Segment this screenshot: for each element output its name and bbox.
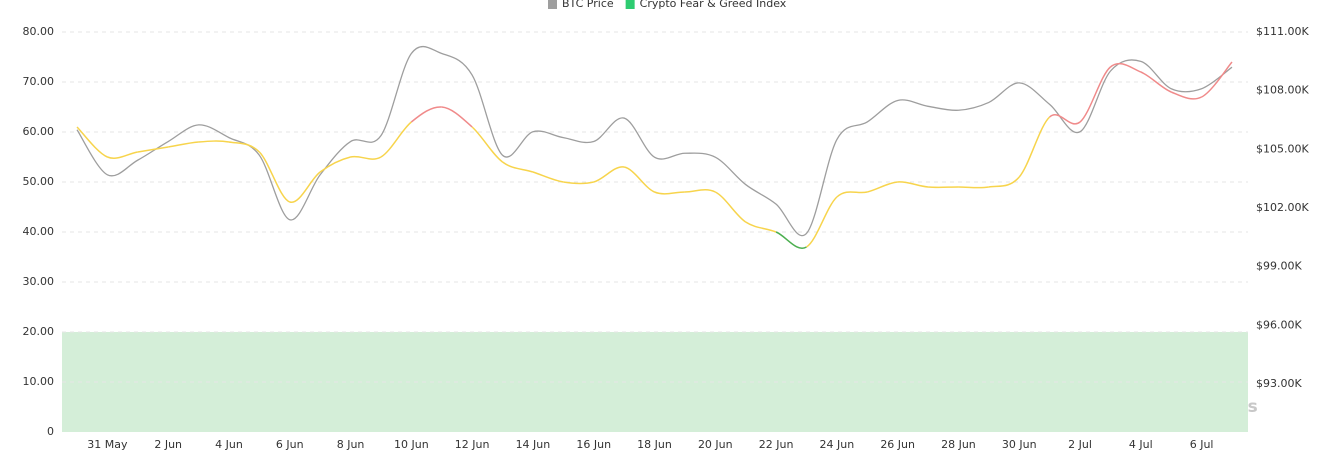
- index-segment: [502, 161, 534, 173]
- y-tick-label: 20.00: [23, 325, 55, 338]
- x-tick-label: 30 Jun: [1002, 438, 1037, 451]
- x-tick-label: 2 Jul: [1068, 438, 1092, 451]
- y2-tick-label: $111.00K: [1256, 25, 1309, 38]
- y-tick-label: 40.00: [23, 225, 55, 238]
- index-segment: [289, 171, 321, 203]
- y-tick-label: 60.00: [23, 125, 55, 138]
- index-segment: [684, 189, 716, 193]
- y2-tick-label: $99.00K: [1256, 260, 1302, 273]
- legend-label: Crypto Fear & Greed Index: [640, 0, 787, 10]
- index-segment: [258, 151, 291, 203]
- index-segment: [623, 166, 655, 193]
- y2-tick-label: $105.00K: [1256, 142, 1309, 155]
- y-tick-label: 50.00: [23, 175, 55, 188]
- y-tick-label: 30.00: [23, 275, 55, 288]
- x-tick-label: 16 Jun: [576, 438, 611, 451]
- index-segment: [228, 141, 260, 153]
- y2-tick-label: $108.00K: [1256, 84, 1309, 97]
- index-segment: [380, 121, 412, 158]
- x-tick-label: 24 Jun: [820, 438, 855, 451]
- btc-line: [76, 45, 1233, 237]
- index-segment: [988, 176, 1020, 188]
- index-segment: [745, 221, 777, 233]
- index-segment: [532, 171, 564, 183]
- x-tick-label: 4 Jul: [1129, 438, 1153, 451]
- index-segment: [1109, 62, 1142, 73]
- x-tick-label: 28 Jun: [941, 438, 976, 451]
- x-tick-label: 6 Jun: [276, 438, 304, 451]
- x-tick-label: 22 Jun: [759, 438, 794, 451]
- x-tick-label: 10 Jun: [394, 438, 429, 451]
- y2-tick-label: $102.00K: [1256, 201, 1309, 214]
- index-segment: [1018, 116, 1051, 178]
- index-segment: [563, 181, 594, 185]
- index-segment: [867, 181, 898, 193]
- legend-swatch: [625, 0, 635, 9]
- x-tick-label: 6 Jul: [1190, 438, 1214, 451]
- x-tick-label: 8 Jun: [337, 438, 365, 451]
- index-segment: [76, 126, 108, 158]
- index-segment: [775, 231, 807, 249]
- index-segment: [1140, 71, 1172, 93]
- index-segment: [319, 156, 351, 173]
- x-tick-label: 20 Jun: [698, 438, 733, 451]
- index-segment: [897, 181, 929, 188]
- index-segment: [593, 166, 625, 183]
- legend-swatch: [548, 0, 557, 9]
- index-segment: [137, 146, 169, 153]
- x-tick-label: 26 Jun: [880, 438, 915, 451]
- y2-tick-label: $96.00K: [1256, 318, 1302, 331]
- y-tick-label: 0: [47, 425, 54, 438]
- index-segment: [654, 191, 685, 195]
- y2-tick-label: $93.00K: [1256, 377, 1302, 390]
- index-segment: [714, 191, 747, 223]
- legend-label: BTC Price: [562, 0, 614, 10]
- index-segment: [471, 126, 503, 163]
- index-segment: [836, 191, 868, 198]
- y-tick-label: 80.00: [23, 25, 55, 38]
- y-tick-label: 70.00: [23, 75, 55, 88]
- index-segment: [1201, 61, 1233, 98]
- y-tick-label: 10.00: [23, 375, 55, 388]
- index-segment: [1170, 91, 1202, 100]
- index-segment: [441, 106, 473, 128]
- index-segment: [1049, 114, 1081, 125]
- index-segment: [168, 141, 199, 148]
- x-tick-label: 12 Jun: [455, 438, 490, 451]
- index-segment: [107, 151, 138, 159]
- index-segment: [198, 140, 230, 143]
- x-tick-label: 18 Jun: [637, 438, 672, 451]
- index-segment: [350, 155, 382, 160]
- index-segment: [958, 186, 989, 189]
- index-segment: [1079, 66, 1111, 123]
- x-tick-label: 31 May: [87, 438, 128, 451]
- x-tick-label: 4 Jun: [215, 438, 243, 451]
- x-tick-label: 2 Jun: [154, 438, 182, 451]
- index-segment: [410, 106, 442, 123]
- x-tick-label: 14 Jun: [516, 438, 551, 451]
- index-segment: [805, 196, 838, 248]
